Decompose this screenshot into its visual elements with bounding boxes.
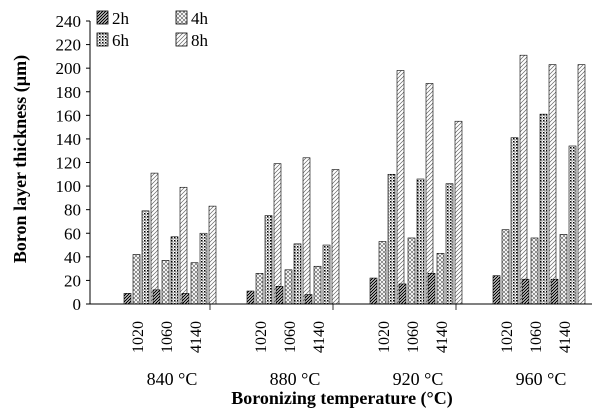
group-label: 920 °C [393,369,444,389]
bar-8h-880-1060 [302,157,311,305]
x-axis-title: Boronizing temperature (°C) [231,388,453,409]
y-axis-title: Boron layer thickness (µm) [10,55,31,263]
legend-label-8h: 8h [191,31,209,50]
bar-6h-840-4140 [199,232,208,305]
x-tick-label: 4140 [311,321,328,353]
bar-8h-840-4140 [208,205,217,305]
bar-6h-920-4140 [445,183,454,305]
x-tick-label: 1020 [253,321,270,353]
bar-8h-960-1060 [548,64,557,305]
x-tick-label: 1060 [405,321,422,353]
legend-swatch-6h [96,32,109,47]
bar-8h-880-1020 [273,163,282,305]
bar-2h-840-1060 [152,289,161,305]
group-label: 880 °C [270,369,321,389]
legend-label-4h: 4h [191,9,209,28]
bar-4h-840-4140 [190,262,199,305]
x-tick-label: 4140 [557,321,574,353]
x-tick-label: 4140 [434,321,451,353]
y-tick-label: 100 [56,177,82,196]
bar-6h-960-4140 [568,145,577,305]
x-tick-label: 1060 [159,321,176,353]
bar-2h-920-1060 [398,283,407,305]
x-axis-ticks: 1020 1060 4140 1020 1060 4140 1020 1060 4140 1020… [130,304,574,353]
y-tick-label: 60 [64,224,81,243]
bar-6h-880-1060 [293,243,302,305]
bars [123,54,586,305]
legend-swatch-4h [175,10,188,25]
bar-2h-960-1060 [521,278,530,305]
bar-4h-880-1020 [255,273,264,305]
group-labels: 840 °C 880 °C 920 °C 960 °C [147,369,567,389]
x-tick-label: 4140 [188,321,205,353]
bar-8h-920-1020 [396,70,405,305]
y-tick-label: 20 [64,271,81,290]
y-tick-label: 240 [56,12,82,31]
x-tick-label: 1060 [282,321,299,353]
y-tick-label: 140 [56,130,82,149]
bar-2h-960-4140 [550,278,559,305]
x-tick-label: 1020 [130,321,147,353]
legend-swatch-2h [96,10,109,25]
bar-2h-880-1060 [275,286,284,305]
y-tick-label: 220 [56,36,82,55]
bar-6h-920-1060 [416,178,425,305]
x-tick-label: 1060 [528,321,545,353]
bar-6h-960-1020 [510,137,519,305]
legend-label-6h: 6h [112,31,130,50]
bar-4h-840-1060 [161,260,170,305]
bar-4h-920-1020 [378,241,387,305]
bar-8h-960-4140 [577,64,586,305]
group-label: 960 °C [516,369,567,389]
bar-4h-920-4140 [436,252,445,305]
y-axis-ticks: 0 20 40 60 80 100 120 140 160 180 200 220 240 [56,12,90,314]
bar-8h-920-1060 [425,83,434,305]
legend-swatch-8h [175,32,188,47]
bar-8h-840-1060 [179,186,188,305]
bar-4h-960-1060 [530,237,539,305]
y-tick-label: 40 [64,248,81,267]
legend: 2h 4h 6h 8h [96,9,209,50]
bar-8h-960-1020 [519,54,528,305]
bar-8h-880-4140 [331,169,340,305]
y-tick-label: 160 [56,106,82,125]
bar-6h-880-1020 [264,215,273,305]
bar-6h-960-1060 [539,113,548,305]
x-tick-label: 1020 [376,321,393,353]
bar-2h-840-4140 [181,293,190,305]
bar-4h-880-1060 [284,269,293,305]
bar-2h-960-1020 [492,275,501,305]
y-tick-label: 80 [64,201,81,220]
bar-4h-840-1020 [132,254,141,305]
bar-2h-880-4140 [304,294,313,305]
bar-4h-880-4140 [313,265,322,305]
bar-6h-840-1020 [141,210,150,305]
bar-2h-920-4140 [427,273,436,305]
bar-6h-920-1020 [387,173,396,305]
bar-4h-960-4140 [559,234,568,305]
bar-2h-880-1020 [246,290,255,305]
legend-label-2h: 2h [112,9,130,28]
bar-4h-920-1060 [407,237,416,305]
y-tick-label: 0 [73,295,82,314]
x-tick-label: 1020 [499,321,516,353]
group-label: 840 °C [147,369,198,389]
bar-6h-880-4140 [322,244,331,305]
y-tick-label: 200 [56,59,82,78]
bar-6h-840-1060 [170,236,179,305]
bar-4h-960-1020 [501,229,510,305]
y-tick-label: 180 [56,83,82,102]
bar-2h-840-1020 [123,293,132,305]
bar-2h-920-1020 [369,277,378,305]
bar-8h-920-4140 [454,120,463,305]
y-tick-label: 120 [56,154,82,173]
bar-8h-840-1020 [150,172,159,305]
